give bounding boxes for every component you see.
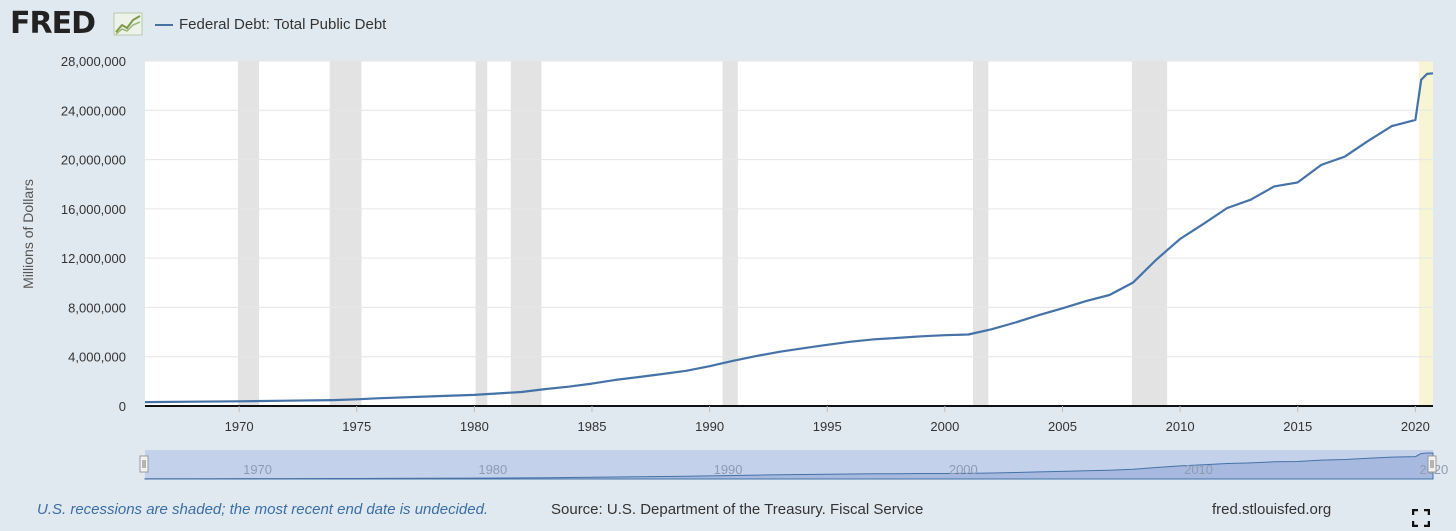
y-tick-label: 4,000,000 [68, 350, 126, 365]
x-tick-label: 1995 [813, 419, 842, 434]
fred-url[interactable]: fred.stlouisfed.org [1212, 501, 1332, 518]
x-tick-label: 1975 [342, 419, 371, 434]
recession-band [1131, 61, 1168, 406]
legend-swatch [155, 24, 173, 27]
y-tick-label: 8,000,000 [68, 300, 126, 315]
x-tick-label: 1985 [578, 419, 607, 434]
navigator-handle-right[interactable] [1427, 455, 1437, 473]
source-text: Source: U.S. Department of the Treasury.… [551, 501, 924, 518]
navigator-tick-label: 1990 [714, 462, 743, 477]
recession-band [329, 61, 362, 406]
navigator-tick-label: 2000 [949, 462, 978, 477]
x-tick-label: 2000 [930, 419, 959, 434]
recession-band [237, 61, 260, 406]
fred-logo[interactable]: FRED [10, 6, 96, 41]
recession-band [722, 61, 738, 406]
recession-shading [237, 61, 1433, 406]
navigator-handle-left[interactable] [139, 455, 149, 473]
recession-band [475, 61, 488, 406]
navigator-tick-label: 2010 [1184, 462, 1213, 477]
y-tick-label: 12,000,000 [61, 251, 126, 266]
navigator-tick-label: 1970 [243, 462, 272, 477]
line-chart-icon [113, 12, 143, 36]
x-axis: 1970 1975 1980 1985 1990 1995 2000 2005 2010 2015… [225, 406, 1430, 434]
y-tick-label: 0 [119, 399, 126, 414]
y-tick-label: 24,000,000 [61, 103, 126, 118]
x-tick-label: 2020 [1401, 419, 1430, 434]
legend-label: Federal Debt: Total Public Debt [179, 16, 387, 33]
recession-band [510, 61, 542, 406]
navigator-tick-label: 1980 [478, 462, 507, 477]
navigator-series-area [144, 452, 1434, 480]
y-tick-label: 28,000,000 [61, 54, 126, 69]
debt-series-line[interactable] [144, 72, 1434, 404]
range-navigator[interactable]: 197019801990200020102020 [139, 450, 1448, 480]
chart-area: 0 4,000,000 8,000,000 12,000,000 16,000,000 2… [20, 54, 1448, 480]
gridlines [145, 60, 1433, 407]
x-tick-label: 2015 [1283, 419, 1312, 434]
x-tick-label: 1980 [460, 419, 489, 434]
x-tick-label: 2005 [1048, 419, 1077, 434]
recession-band-undecided [1418, 61, 1433, 406]
y-tick-label: 16,000,000 [61, 202, 126, 217]
y-axis-title: Millions of Dollars [20, 179, 36, 289]
series-line[interactable] [144, 72, 1434, 404]
y-tick-label: 20,000,000 [61, 153, 126, 168]
x-tick-label: 1990 [695, 419, 724, 434]
x-tick-label: 1970 [225, 419, 254, 434]
y-axis: 0 4,000,000 8,000,000 12,000,000 16,000,000 2… [61, 54, 126, 414]
recession-note: U.S. recessions are shaded; the most rec… [37, 501, 489, 518]
chart-legend[interactable]: Federal Debt: Total Public Debt [155, 16, 386, 33]
recession-band [973, 61, 989, 406]
fullscreen-icon[interactable] [1412, 509, 1430, 527]
chart-header: FRED Federal Debt: Total Public Debt [0, 0, 1456, 52]
x-tick-label: 2010 [1166, 419, 1195, 434]
